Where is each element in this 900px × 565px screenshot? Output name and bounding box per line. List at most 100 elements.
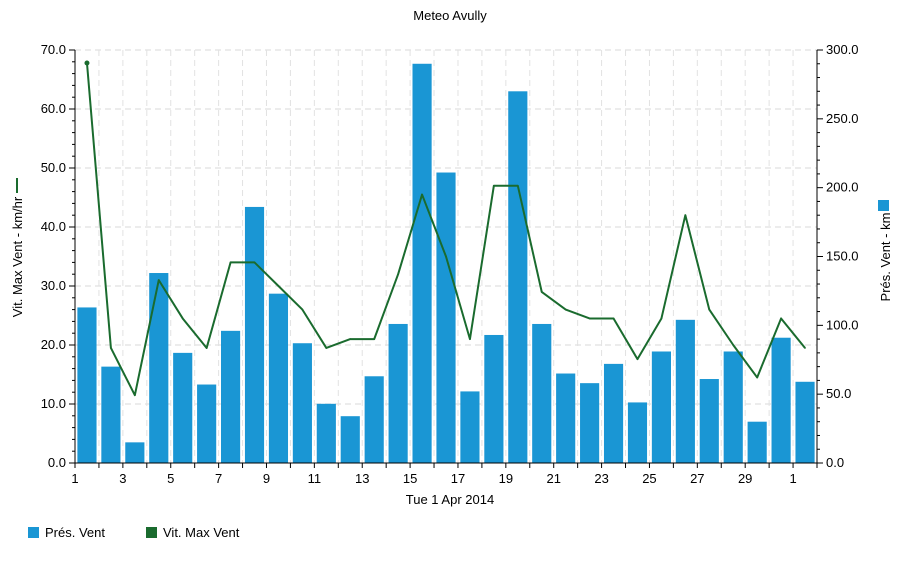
left-axis-title: Vit. Max Vent - km/hr	[10, 196, 25, 317]
bar	[364, 376, 384, 463]
right-tick-label: 50.0	[826, 386, 851, 401]
bar	[484, 334, 504, 463]
line-point	[110, 347, 112, 349]
line-point	[660, 317, 663, 320]
axes: 0.0 10.0 20.0 30.0 40.0 50.0 60.0 70.0 0.0 50.0 10…	[41, 42, 859, 486]
bar	[268, 293, 289, 463]
line-point	[684, 214, 687, 216]
bar	[244, 206, 265, 463]
x-tick-label: 17	[451, 471, 465, 486]
right-tick-label: 250.0	[826, 111, 859, 126]
legend-label-line: Vit. Max Vent	[163, 525, 240, 540]
x-tick-label: 27	[690, 471, 704, 486]
x-tick-label: 19	[499, 471, 513, 486]
legend: Prés. Vent Vit. Max Vent	[28, 525, 240, 540]
left-tick-label: 20.0	[41, 337, 66, 352]
x-tick-label: 1	[789, 471, 796, 486]
bar	[723, 351, 743, 463]
side-legend-markers	[16, 178, 889, 211]
line-point	[612, 317, 615, 320]
bar	[221, 330, 241, 463]
legend-item-line: Vit. Max Vent	[146, 525, 240, 540]
right-tick-label: 200.0	[826, 180, 859, 195]
line-point	[301, 308, 304, 311]
line-point	[756, 376, 758, 379]
legend-item-bar: Prés. Vent	[28, 525, 105, 540]
bar	[388, 323, 408, 463]
line-point	[134, 394, 136, 396]
bar	[460, 391, 480, 463]
bar-series	[77, 63, 815, 464]
x-axis-title: Tue 1 Apr 2014	[406, 492, 494, 507]
line-point	[277, 285, 280, 287]
left-tick-label: 10.0	[41, 396, 66, 411]
x-tick-label: 21	[546, 471, 560, 486]
line-series	[84, 60, 806, 397]
line-point	[708, 308, 711, 311]
bar	[675, 319, 695, 463]
x-tick-label: 29	[738, 471, 752, 486]
left-tick-label: 50.0	[41, 160, 66, 175]
line-point	[517, 184, 519, 187]
legend-label-bar: Prés. Vent	[45, 525, 105, 540]
bar	[173, 352, 193, 463]
chart-title: Meteo Avully	[413, 8, 487, 23]
line-point	[469, 338, 471, 340]
left-tick-label: 0.0	[48, 455, 66, 470]
bar	[651, 351, 671, 463]
left-tick-label: 70.0	[41, 42, 66, 57]
bar	[747, 421, 767, 463]
bar	[412, 63, 432, 464]
line-point	[84, 60, 90, 66]
bar	[771, 337, 791, 463]
left-tick-label: 60.0	[41, 101, 66, 116]
x-tick-label: 3	[119, 471, 126, 486]
x-tick-label: 1	[71, 471, 78, 486]
line-point	[253, 261, 256, 264]
bar	[197, 384, 217, 463]
line-point	[229, 261, 232, 264]
right-axis-title: Prés. Vent - km	[878, 213, 893, 302]
bar	[699, 379, 719, 463]
line-point	[373, 338, 375, 340]
line-point	[732, 344, 735, 346]
bar	[101, 366, 121, 463]
legend-swatch-line	[146, 527, 157, 538]
line-point	[540, 291, 543, 293]
x-tick-label: 5	[167, 471, 174, 486]
line-point	[397, 273, 399, 276]
x-tick-label: 13	[355, 471, 369, 486]
legend-swatch-bar	[28, 527, 39, 538]
x-tick-label: 15	[403, 471, 417, 486]
x-tick-label: 9	[263, 471, 270, 486]
bar	[149, 273, 169, 463]
bar	[603, 363, 624, 463]
line-point	[325, 347, 328, 349]
line-point	[804, 347, 806, 349]
right-axis-series-marker	[878, 200, 889, 211]
right-tick-label: 150.0	[826, 249, 859, 264]
bar	[556, 373, 576, 463]
left-tick-label: 30.0	[41, 278, 66, 293]
x-tick-label: 25	[642, 471, 656, 486]
grid-lines	[75, 49, 817, 463]
line-point	[445, 255, 447, 258]
x-tick-label: 23	[594, 471, 608, 486]
right-tick-label: 100.0	[826, 317, 859, 332]
line-point	[205, 347, 208, 349]
bar	[795, 381, 815, 463]
line-point	[564, 308, 567, 311]
x-tick-label: 11	[308, 471, 322, 486]
bar	[508, 91, 528, 464]
left-tick-label: 40.0	[41, 219, 66, 234]
line-point	[421, 193, 423, 196]
bar	[580, 383, 600, 463]
x-tick-label: 7	[215, 471, 222, 486]
line-point	[349, 338, 352, 340]
right-tick-label: 300.0	[826, 42, 859, 57]
bar	[532, 323, 552, 463]
bar	[436, 172, 456, 464]
bar	[627, 402, 648, 463]
